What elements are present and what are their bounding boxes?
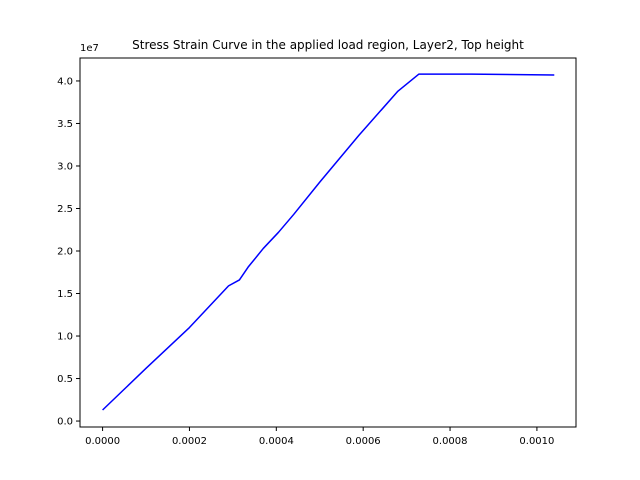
y-tick-label: 0.5 — [57, 374, 73, 385]
y-axis-offset-label: 1e7 — [80, 43, 99, 54]
x-tick-label: 0.0010 — [519, 436, 554, 447]
x-tick-label: 0.0000 — [85, 436, 120, 447]
plot-area-frame — [79, 57, 577, 428]
y-axis-ticks: 0.0 0.5 1.0 1.5 2.0 2.5 3.0 3.5 4.0 — [57, 76, 80, 428]
series-line — [102, 73, 555, 411]
x-tick-label: 0.0002 — [172, 436, 207, 447]
x-tick-label: 0.0004 — [259, 436, 294, 447]
chart-title: Stress Strain Curve in the applied load … — [132, 38, 524, 52]
series-group — [102, 73, 555, 411]
y-tick-label: 2.5 — [57, 204, 73, 215]
x-tick-label: 0.0008 — [433, 436, 468, 447]
x-axis-ticks: 0.0000 0.0002 0.0004 0.0006 0.0008 0.0010 — [85, 427, 554, 447]
x-tick-label: 0.0006 — [346, 436, 381, 447]
y-tick-label: 2.0 — [57, 247, 73, 258]
y-tick-label: 4.0 — [57, 76, 73, 87]
y-tick-label: 3.0 — [57, 161, 73, 172]
y-tick-label: 1.0 — [57, 332, 73, 343]
y-tick-label: 0.0 — [57, 417, 73, 428]
y-tick-label: 1.5 — [57, 289, 73, 300]
y-tick-label: 3.5 — [57, 119, 73, 130]
